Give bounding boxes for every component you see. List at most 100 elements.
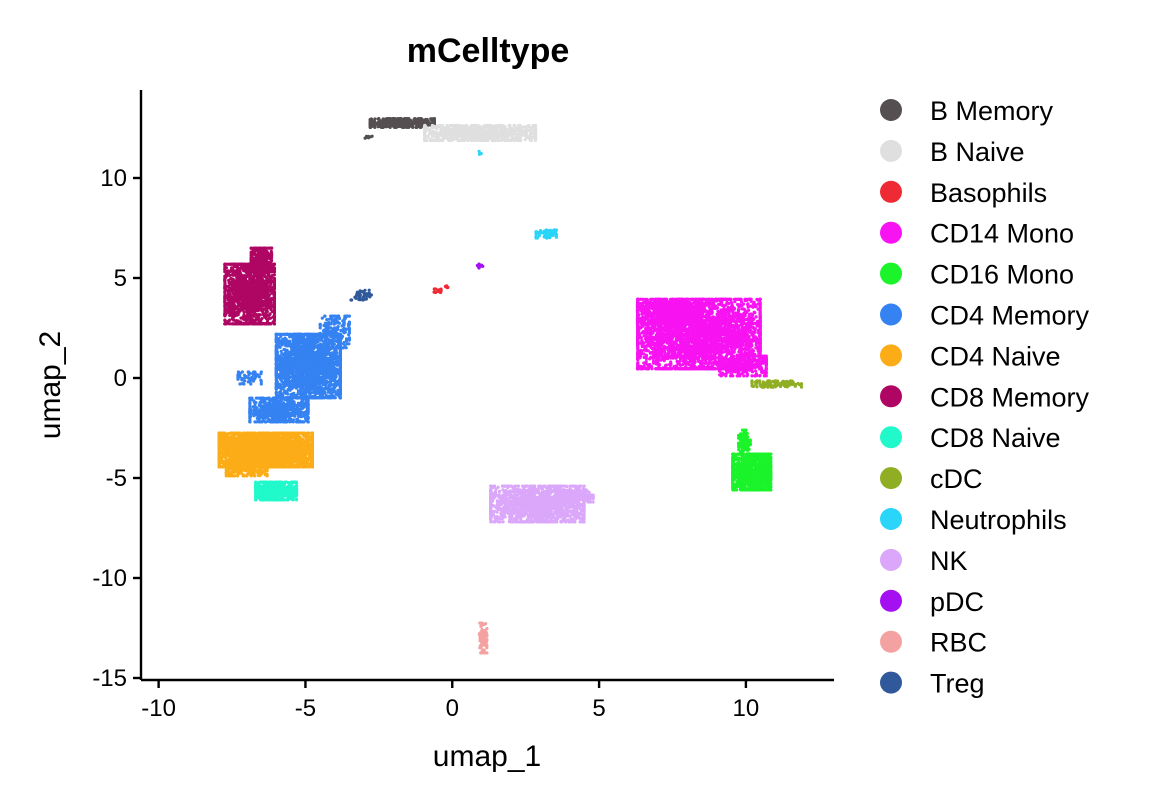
data-point	[725, 340, 730, 344]
data-point	[679, 332, 683, 336]
data-point	[523, 138, 527, 142]
data-point	[530, 131, 535, 135]
data-point	[527, 123, 531, 128]
data-point	[745, 339, 749, 343]
data-point	[636, 297, 640, 301]
data-point	[676, 362, 680, 366]
data-point	[659, 338, 663, 342]
data-point	[642, 348, 646, 352]
data-point	[644, 353, 649, 357]
data-point	[655, 343, 659, 347]
data-point	[720, 351, 724, 355]
data-point	[485, 138, 489, 143]
data-point	[730, 343, 734, 347]
data-point	[753, 311, 757, 315]
data-point	[690, 334, 695, 338]
data-point	[510, 126, 514, 130]
data-point	[736, 302, 740, 307]
series-b-memory	[363, 117, 436, 140]
data-point	[710, 322, 714, 326]
data-point	[505, 134, 509, 139]
data-point	[748, 319, 752, 323]
data-point	[719, 326, 723, 330]
data-point	[402, 123, 406, 127]
data-point	[715, 325, 719, 329]
series-cd14-mono	[635, 297, 768, 378]
data-point	[401, 121, 405, 125]
data-point	[649, 297, 653, 301]
data-point	[510, 130, 514, 134]
data-point	[751, 313, 755, 317]
data-point	[701, 343, 705, 347]
data-point	[742, 327, 746, 331]
data-point	[497, 125, 501, 129]
chart-title: mCelltype	[407, 32, 570, 70]
data-point	[686, 350, 690, 354]
data-point	[690, 297, 694, 301]
data-point	[659, 331, 663, 335]
data-point	[736, 334, 740, 338]
data-point	[699, 354, 704, 358]
data-point	[720, 342, 724, 346]
data-point	[452, 123, 456, 128]
data-point	[730, 323, 734, 328]
data-point	[644, 333, 648, 337]
data-point	[727, 297, 731, 301]
data-point	[643, 366, 647, 370]
data-point	[654, 367, 659, 371]
data-point	[656, 356, 661, 360]
data-point	[750, 331, 754, 335]
data-point	[427, 122, 431, 126]
data-point	[665, 345, 669, 350]
data-point	[396, 121, 401, 125]
data-point	[712, 315, 717, 319]
data-point	[736, 338, 740, 342]
data-point	[457, 134, 461, 139]
data-point	[655, 362, 659, 366]
data-point	[666, 340, 670, 345]
data-point	[511, 137, 516, 141]
data-point	[517, 123, 522, 128]
data-point	[732, 316, 737, 320]
data-point	[449, 134, 453, 138]
data-point	[758, 345, 762, 349]
data-point	[696, 346, 700, 350]
data-point	[726, 307, 730, 311]
data-point	[381, 117, 385, 121]
data-point	[715, 339, 719, 343]
data-point	[721, 345, 725, 349]
data-point	[443, 284, 447, 289]
data-point	[489, 127, 493, 131]
data-point	[446, 132, 450, 136]
data-point	[409, 120, 413, 124]
data-point	[758, 338, 762, 342]
data-point	[691, 352, 695, 356]
data-point	[411, 125, 415, 129]
data-point	[741, 302, 746, 306]
data-point	[675, 327, 680, 331]
data-point	[702, 302, 707, 306]
data-point	[420, 119, 424, 123]
data-point	[719, 310, 723, 314]
data-point	[533, 123, 538, 128]
data-point	[684, 344, 688, 348]
data-point	[701, 348, 705, 352]
data-point	[500, 138, 504, 142]
data-point	[660, 355, 664, 359]
data-point	[478, 124, 482, 129]
data-point	[649, 329, 653, 333]
data-point	[370, 120, 374, 124]
data-point	[654, 355, 658, 359]
data-point	[708, 309, 713, 313]
data-point	[717, 350, 721, 354]
data-point	[525, 135, 530, 139]
data-point	[506, 130, 510, 134]
data-point	[649, 364, 654, 369]
data-point	[438, 123, 442, 128]
data-point	[706, 302, 711, 306]
data-point	[685, 360, 689, 364]
data-point	[758, 325, 762, 329]
data-point	[687, 346, 691, 350]
data-point	[722, 339, 726, 343]
data-point	[423, 137, 427, 141]
